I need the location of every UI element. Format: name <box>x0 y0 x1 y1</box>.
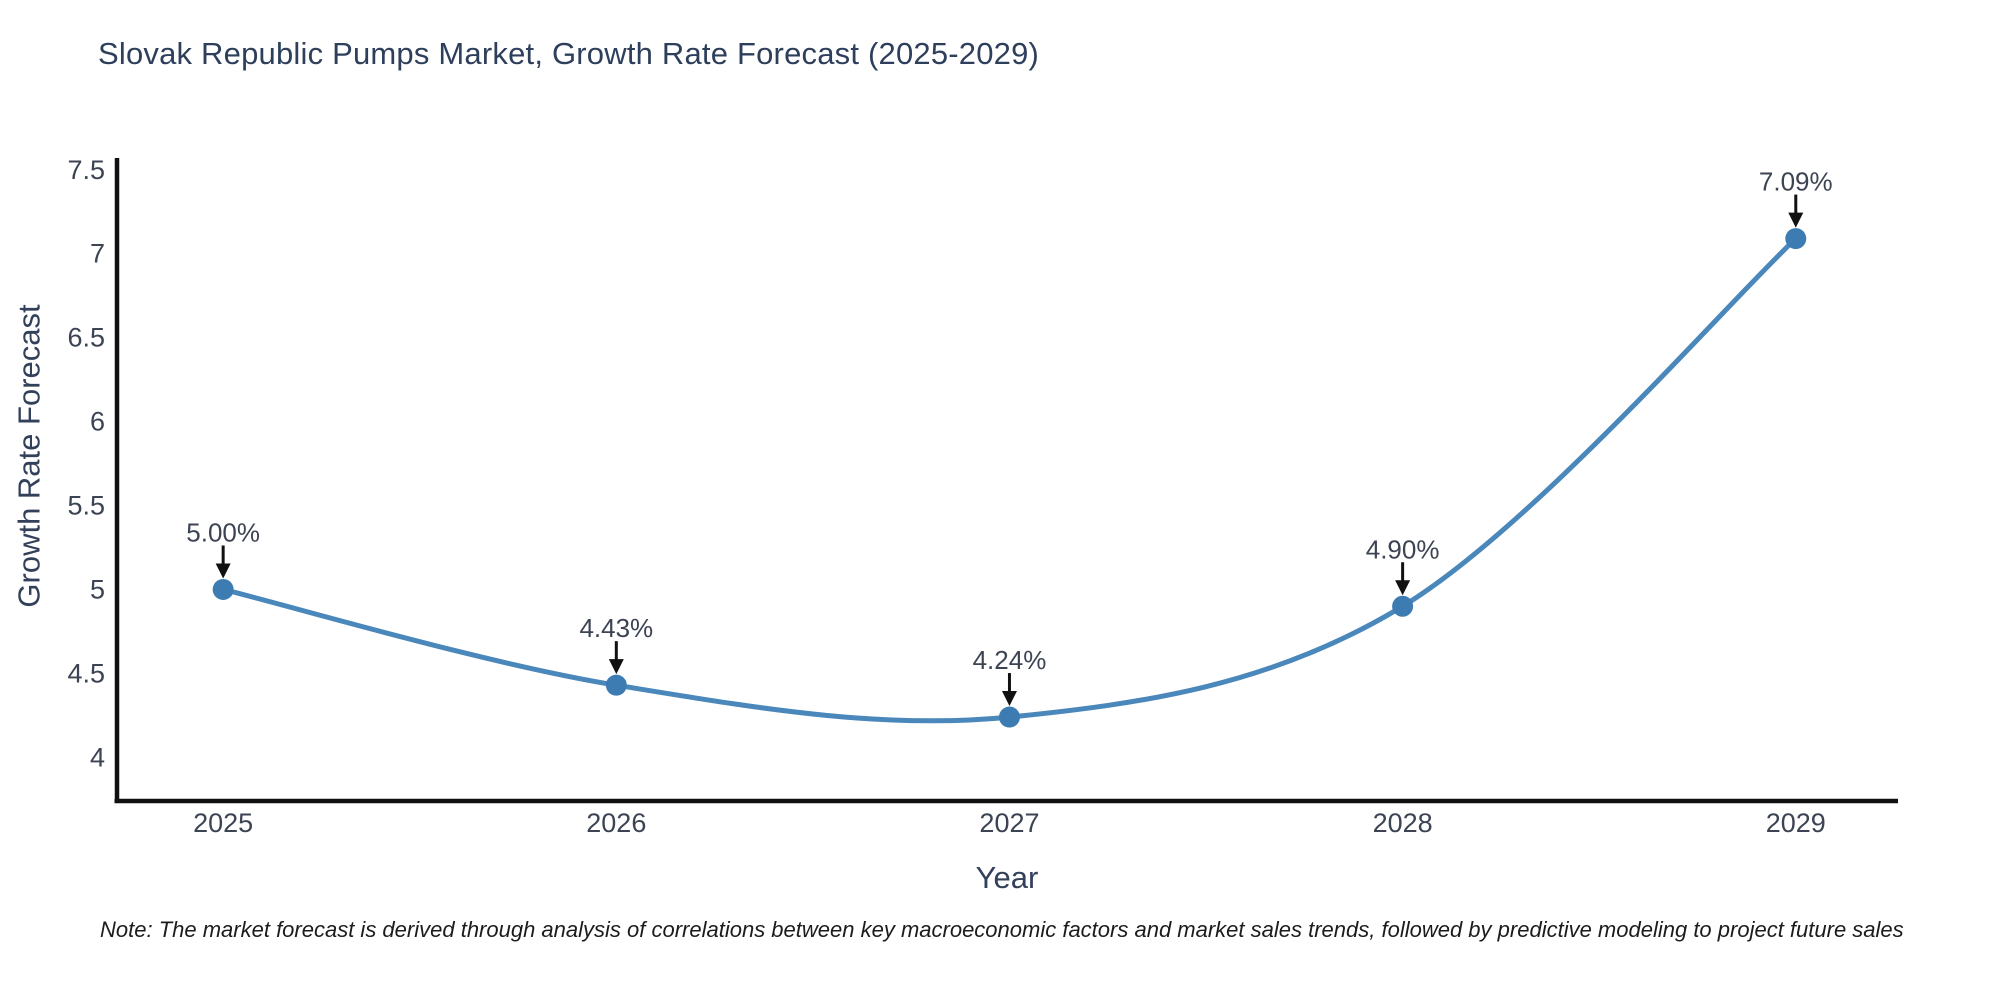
data-point-marker[interactable] <box>1392 595 1414 617</box>
data-point-marker[interactable] <box>1785 228 1807 250</box>
y-tick-label: 7.5 <box>67 155 105 185</box>
data-point-marker[interactable] <box>605 674 627 696</box>
annotation-arrowhead <box>608 659 624 675</box>
x-axis-title: Year <box>975 860 1039 895</box>
annotation-arrowhead <box>215 563 231 579</box>
annotation-label: 7.09% <box>1759 167 1833 197</box>
annotation-label: 4.24% <box>973 645 1047 675</box>
x-tick-label: 2027 <box>979 808 1039 838</box>
y-tick-label: 4 <box>90 742 105 772</box>
footnote-text: Note: The market forecast is derived thr… <box>100 917 1904 942</box>
x-tick-label: 2029 <box>1766 808 1826 838</box>
annotation-arrowhead <box>1001 691 1017 707</box>
data-point-marker[interactable] <box>998 706 1020 728</box>
y-tick-label: 5.5 <box>67 491 105 521</box>
y-tick-label: 5 <box>90 574 105 604</box>
x-tick-label: 2028 <box>1373 808 1433 838</box>
annotation-label: 4.43% <box>579 613 653 643</box>
series-line <box>220 236 1799 724</box>
annotation-arrowhead <box>1788 212 1804 228</box>
annotation-arrowhead <box>1395 580 1411 596</box>
annotation-label: 4.90% <box>1366 534 1440 564</box>
annotation-label: 5.00% <box>186 517 260 547</box>
y-tick-label: 7 <box>90 239 105 269</box>
y-tick-label: 6 <box>90 407 105 437</box>
y-tick-label: 4.5 <box>67 658 105 688</box>
x-tick-label: 2026 <box>586 808 646 838</box>
x-tick-label: 2025 <box>193 808 253 838</box>
chart-title: Slovak Republic Pumps Market, Growth Rat… <box>98 36 1040 71</box>
data-point-marker[interactable] <box>212 578 234 600</box>
y-tick-label: 6.5 <box>67 323 105 353</box>
